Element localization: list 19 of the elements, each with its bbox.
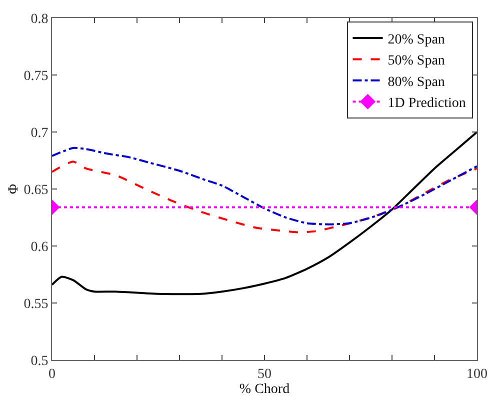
y-tick-label: 0.55 — [24, 296, 48, 312]
line-series — [52, 146, 477, 226]
line-series — [52, 131, 477, 296]
y-axis-title: Φ — [6, 184, 22, 194]
line-series — [52, 160, 477, 234]
x-tick-label: 100 — [466, 366, 488, 382]
y-tick-label: 0.7 — [30, 126, 48, 141]
y-tick-label: 0.8 — [30, 12, 48, 27]
x-tick-label: 0 — [48, 366, 56, 382]
legend-label: 1D Prediction — [388, 96, 466, 112]
x-axis-title: % Chord — [239, 382, 290, 398]
legend-label: 80% Span — [388, 74, 445, 90]
legend-label: 50% Span — [388, 54, 445, 69]
y-tick-label: 0.5 — [30, 354, 48, 369]
y-tick-label: 0.6 — [30, 240, 48, 255]
y-tick-label: 0.75 — [24, 68, 48, 84]
x-tick-label: 50 — [258, 366, 272, 382]
y-tick-label: 0.65 — [24, 182, 48, 198]
legend-label: 20% Span — [388, 32, 445, 48]
